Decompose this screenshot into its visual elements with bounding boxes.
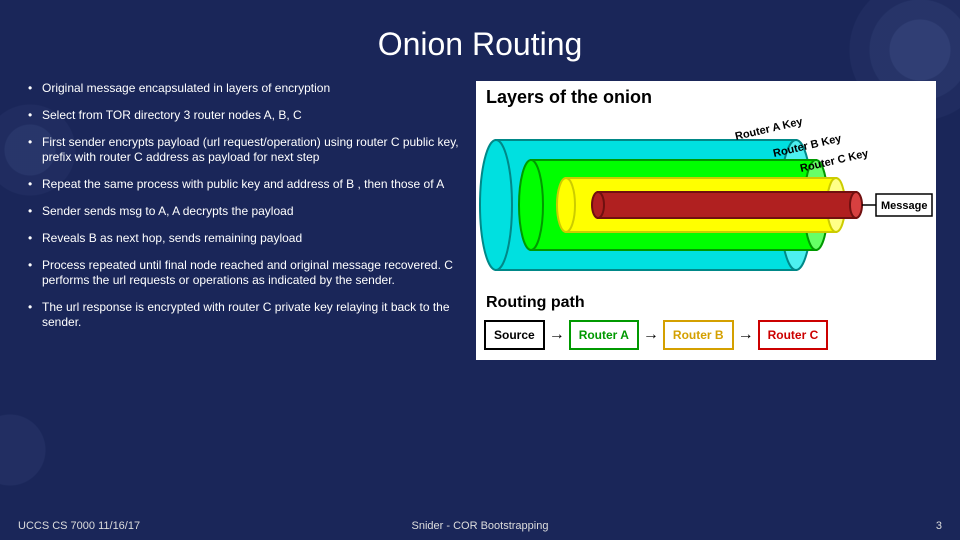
routing-path-row: Source → Router A → Router B → Router C xyxy=(476,316,936,360)
routing-path-title: Routing path xyxy=(476,290,936,316)
message-label: Message xyxy=(881,200,927,212)
route-b: Router B xyxy=(663,320,734,350)
bullet-item: Process repeated until final node reache… xyxy=(24,258,466,288)
footer-left: UCCS CS 7000 11/16/17 xyxy=(18,520,326,532)
onion-layers-svg: Router A Key Router B Key Router C Key xyxy=(476,110,936,290)
content-area: Original message encapsulated in layers … xyxy=(0,63,960,360)
layer-a-label: Router A Key xyxy=(734,116,805,143)
route-source: Source xyxy=(484,320,545,350)
footer-center: Snider - COR Bootstrapping xyxy=(326,520,634,532)
bullet-item: Select from TOR directory 3 router nodes… xyxy=(24,108,466,123)
arrow-icon: → xyxy=(738,326,754,344)
bullet-item: Original message encapsulated in layers … xyxy=(24,81,466,96)
slide-footer: UCCS CS 7000 11/16/17 Snider - COR Boots… xyxy=(0,520,960,532)
arrow-icon: → xyxy=(643,326,659,344)
footer-right: 3 xyxy=(634,520,942,532)
slide-title: Onion Routing xyxy=(0,0,960,63)
route-a: Router A xyxy=(569,320,639,350)
route-c: Router C xyxy=(758,320,829,350)
bullet-item: The url response is encrypted with route… xyxy=(24,300,466,330)
bullet-item: Reveals B as next hop, sends remaining p… xyxy=(24,231,466,246)
bullet-list: Original message encapsulated in layers … xyxy=(24,81,466,360)
onion-title: Layers of the onion xyxy=(476,81,936,110)
bullet-item: Repeat the same process with public key … xyxy=(24,177,466,192)
arrow-icon: → xyxy=(549,326,565,344)
bullet-item: First sender encrypts payload (url reque… xyxy=(24,135,466,165)
onion-diagram: Layers of the onion Router A Key Router … xyxy=(476,81,936,360)
bullet-item: Sender sends msg to A, A decrypts the pa… xyxy=(24,204,466,219)
layer-message xyxy=(592,192,862,218)
